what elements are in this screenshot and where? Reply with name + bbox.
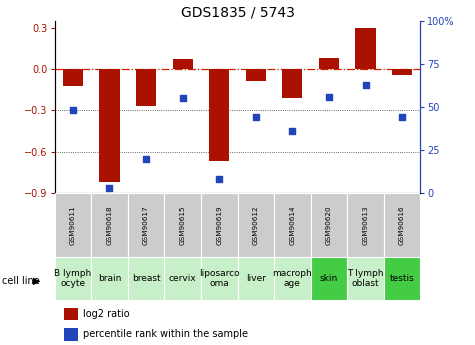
Text: testis: testis bbox=[390, 274, 415, 283]
Bar bbox=[347, 257, 384, 300]
Point bbox=[179, 96, 186, 101]
Text: log2 ratio: log2 ratio bbox=[83, 309, 130, 319]
Bar bbox=[172, 59, 193, 69]
Bar bbox=[91, 193, 128, 257]
Point bbox=[216, 177, 223, 182]
Bar bbox=[238, 257, 274, 300]
Bar bbox=[311, 193, 347, 257]
Bar bbox=[64, 308, 78, 320]
Text: GSM90612: GSM90612 bbox=[253, 205, 259, 245]
Bar bbox=[355, 28, 376, 69]
Bar bbox=[99, 69, 120, 182]
Bar bbox=[128, 193, 164, 257]
Text: T lymph
oblast: T lymph oblast bbox=[347, 269, 384, 288]
Bar bbox=[311, 257, 347, 300]
Bar bbox=[201, 193, 238, 257]
Point bbox=[105, 185, 113, 191]
Bar bbox=[319, 58, 339, 69]
Point bbox=[69, 108, 77, 113]
Text: ▶: ▶ bbox=[33, 276, 41, 286]
Text: brain: brain bbox=[98, 274, 121, 283]
Point bbox=[362, 82, 370, 87]
Text: liposarco
oma: liposarco oma bbox=[199, 269, 239, 288]
Bar bbox=[128, 257, 164, 300]
Text: GSM90620: GSM90620 bbox=[326, 205, 332, 245]
Bar bbox=[164, 257, 201, 300]
Bar bbox=[347, 193, 384, 257]
Text: GSM90614: GSM90614 bbox=[289, 205, 295, 245]
Bar bbox=[392, 69, 412, 75]
Text: liver: liver bbox=[246, 274, 266, 283]
Bar bbox=[384, 193, 420, 257]
Text: GSM90611: GSM90611 bbox=[70, 205, 76, 245]
Text: breast: breast bbox=[132, 274, 161, 283]
Bar bbox=[209, 69, 229, 161]
Text: percentile rank within the sample: percentile rank within the sample bbox=[83, 329, 248, 339]
Bar bbox=[91, 257, 128, 300]
Text: GSM90616: GSM90616 bbox=[399, 205, 405, 245]
Text: GSM90619: GSM90619 bbox=[216, 205, 222, 245]
Text: GSM90617: GSM90617 bbox=[143, 205, 149, 245]
Bar bbox=[274, 193, 311, 257]
Text: B lymph
ocyte: B lymph ocyte bbox=[54, 269, 92, 288]
Bar bbox=[384, 257, 420, 300]
Bar bbox=[164, 193, 201, 257]
Bar bbox=[55, 193, 91, 257]
Bar bbox=[201, 257, 238, 300]
Bar bbox=[55, 257, 91, 300]
Bar bbox=[64, 328, 78, 341]
Bar bbox=[274, 257, 311, 300]
Bar bbox=[246, 69, 266, 81]
Point bbox=[398, 115, 406, 120]
Bar bbox=[136, 69, 156, 106]
Point bbox=[142, 156, 150, 161]
Point bbox=[325, 94, 332, 99]
Bar bbox=[63, 69, 83, 86]
Point bbox=[289, 128, 296, 134]
Bar bbox=[282, 69, 303, 98]
Title: GDS1835 / 5743: GDS1835 / 5743 bbox=[180, 6, 294, 20]
Text: macroph
age: macroph age bbox=[273, 269, 312, 288]
Text: cervix: cervix bbox=[169, 274, 197, 283]
Text: GSM90618: GSM90618 bbox=[106, 205, 113, 245]
Text: cell line: cell line bbox=[2, 276, 40, 286]
Text: GSM90615: GSM90615 bbox=[180, 205, 186, 245]
Point bbox=[252, 115, 259, 120]
Text: skin: skin bbox=[320, 274, 338, 283]
Bar bbox=[238, 193, 274, 257]
Text: GSM90613: GSM90613 bbox=[362, 205, 369, 245]
